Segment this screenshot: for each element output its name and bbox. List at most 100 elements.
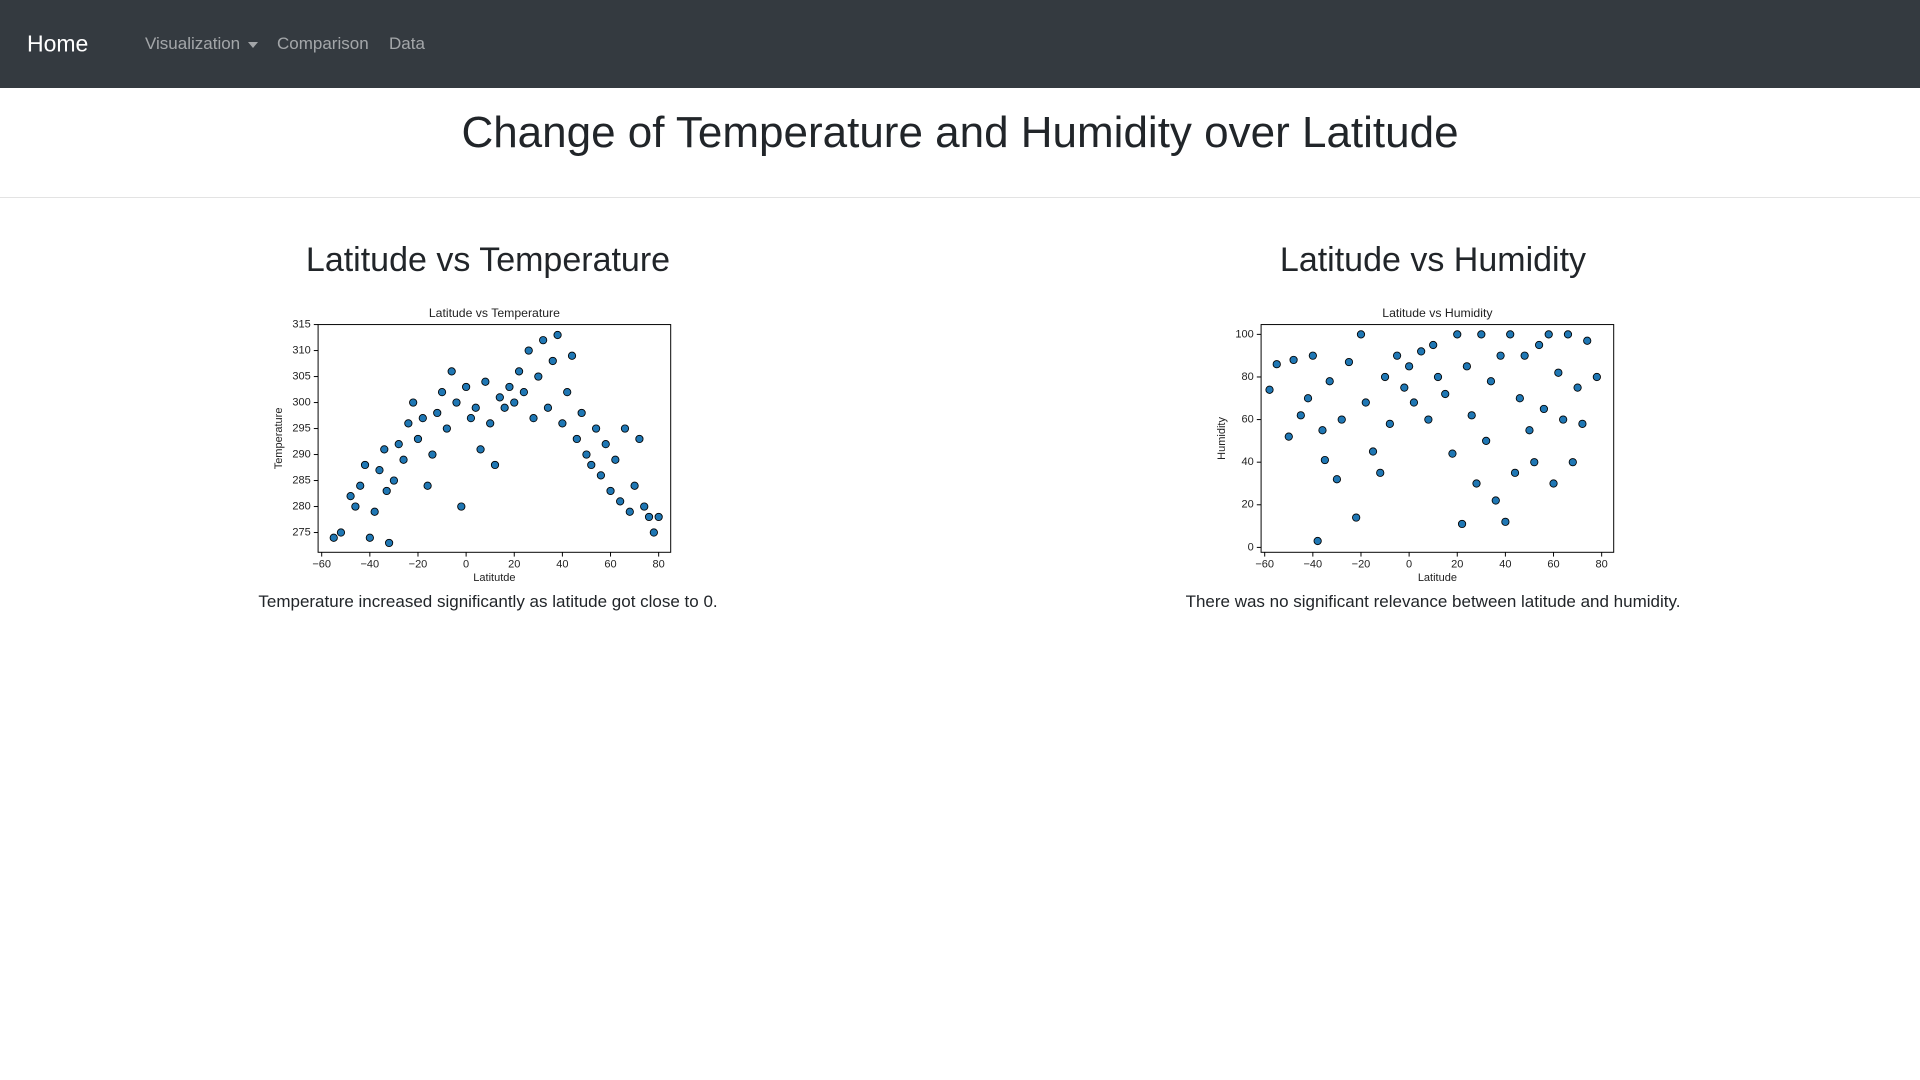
x-tick-label: 80 [1596,558,1608,570]
nav-brand[interactable]: Home [27,30,89,57]
x-tick-label: −60 [1255,558,1274,570]
scatter-point [351,502,360,511]
x-axis-label: Latitutde [473,572,515,584]
y-tick-label: 285 [292,474,310,486]
panel-caption: Temperature increased significantly as l… [258,592,718,611]
y-tick-label: 0 [1248,541,1254,553]
scatter-point [1272,360,1281,369]
nav-link[interactable]: Data [389,34,425,53]
scatter-point [1352,513,1361,522]
scatter-point [329,533,338,542]
scatter-point [601,440,610,449]
scatter-point [447,367,456,376]
scatter-point [505,382,514,392]
scatter-point [1332,475,1342,484]
scatter-point [1344,357,1354,367]
scatter-point [1453,330,1462,339]
y-tick-label: 310 [292,344,310,356]
scatter-point [577,408,586,418]
scatter-point [654,512,663,522]
scatter-point [1308,351,1317,360]
scatter-point [1467,411,1476,420]
scatter-point [1400,383,1409,392]
y-tick-label: 20 [1241,499,1253,511]
y-axis-label: Humidity [1216,417,1228,460]
x-tick-label: −40 [361,558,380,570]
scatter-point [1296,411,1305,420]
scatter-point [1496,351,1505,360]
nav-dropdown[interactable]: Visualization [145,34,259,54]
scatter-point [1515,394,1524,403]
scatter-point [1361,398,1370,407]
scatter-point [553,330,562,340]
scatter-point [1429,340,1438,350]
panel-heading: Latitude vs Humidity [1279,241,1587,279]
scatter-point [490,460,500,470]
scatter-point [611,455,620,464]
scatter-point [1376,468,1385,477]
scatter-point [1520,351,1529,360]
plot-frame [1260,324,1615,553]
page-title: Change of Temperature and Humidity over … [461,108,1459,157]
scatter-point [534,372,543,381]
scatter-point [1417,347,1426,356]
scatter-point [519,388,528,397]
x-tick-label: 0 [1406,558,1412,570]
scatter-point [587,460,596,470]
scatter-point [596,471,606,480]
scatter-point [1578,419,1587,428]
scatter-point [370,507,379,516]
scatter-point [375,466,384,475]
scatter-point [1392,351,1402,360]
scatter-point [1472,479,1481,488]
scatter-point [336,528,346,537]
scatter-point [1549,479,1558,488]
scatter-point [382,486,391,496]
scatter-point [500,403,509,412]
scatter-point [591,424,601,433]
nav-link[interactable]: Visualization [145,34,241,53]
scatter-point [1313,536,1322,546]
scatter-point [1563,330,1573,339]
scatter-point [563,388,572,397]
scatter-point [1380,372,1390,382]
scatter-point [1491,496,1500,505]
y-tick-label: 40 [1241,456,1253,468]
scatter-point [346,492,355,501]
scatter-point [1325,377,1334,386]
scatter-point [1265,385,1274,394]
scatter-point [606,486,615,496]
scatter-point [1534,340,1544,350]
y-tick-label: 80 [1241,371,1253,383]
y-tick-label: 290 [292,448,310,460]
nav-link[interactable]: Comparison [277,34,369,53]
scatter-point [1525,426,1534,435]
scatter-point [495,393,504,402]
scatter-point [1477,330,1486,339]
scatter-point [572,434,581,444]
scatter-point [466,414,476,423]
scatter-point [433,408,442,418]
scatter-point [524,346,533,355]
scatter-point [1592,372,1601,382]
scatter-point [640,502,649,511]
y-tick-label: 315 [292,318,310,330]
scatter-point [409,398,418,407]
scatter-point [635,434,644,444]
scatter-point [630,481,639,490]
scatter-point [418,414,427,423]
scatter-point [1554,368,1563,377]
scatter-point [1544,330,1553,339]
caret [248,41,259,48]
scatter-point [1539,404,1549,414]
scatter-point [1409,398,1419,407]
x-tick-label: 20 [508,558,520,570]
scatter-point [543,403,553,412]
y-tick-label: 100 [1235,328,1253,340]
scatter-point [1433,372,1443,382]
scatter-point [1457,519,1467,529]
scatter-point [539,336,548,345]
scatter-point [413,434,423,444]
scatter-point [384,538,394,548]
